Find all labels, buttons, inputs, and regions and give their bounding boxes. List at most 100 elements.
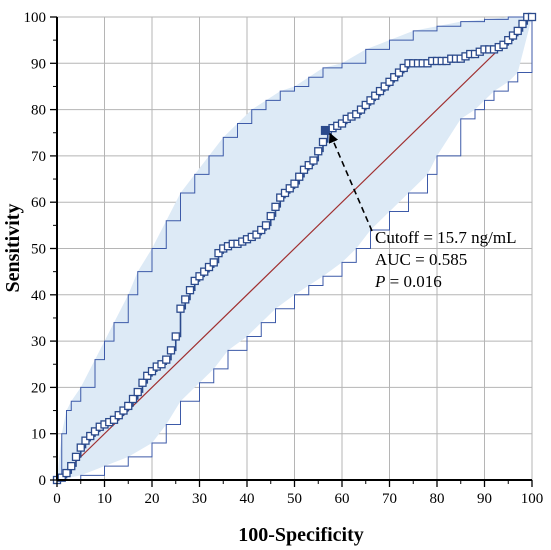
- roc-point: [513, 26, 522, 36]
- x-tick-label: 20: [145, 491, 160, 507]
- y-tick-label: 100: [24, 10, 47, 26]
- y-tick-label: 90: [31, 56, 46, 72]
- roc-point: [114, 411, 123, 420]
- x-tick-label: 90: [477, 491, 492, 507]
- annotation-p-rest: = 0.016: [385, 272, 441, 291]
- roc-point: [304, 161, 313, 170]
- roc-point: [62, 468, 71, 478]
- y-tick-label: 60: [31, 195, 46, 211]
- roc-point: [280, 188, 290, 198]
- roc-point: [266, 211, 275, 221]
- roc-point: [375, 86, 385, 96]
- roc-point: [366, 96, 375, 105]
- roc-point: [185, 286, 195, 295]
- x-tick-label: 50: [287, 491, 302, 507]
- roc-point: [295, 172, 304, 181]
- roc-point: [257, 225, 266, 235]
- roc-point: [252, 230, 261, 239]
- roc-point: [176, 304, 185, 313]
- roc-point: [261, 221, 271, 230]
- roc-point: [181, 295, 190, 304]
- ci-upper-line: [57, 16, 532, 481]
- x-tick-label: 40: [240, 491, 255, 507]
- annotation-p-value: P = 0.016: [374, 272, 442, 291]
- roc-point: [138, 378, 147, 387]
- roc-point: [57, 473, 66, 482]
- y-tick-label: 30: [31, 334, 46, 350]
- annotation-p-symbol: P: [374, 272, 385, 291]
- roc-point: [90, 427, 100, 436]
- roc-point: [276, 193, 285, 202]
- y-tick-label: 0: [39, 473, 47, 489]
- roc-point: [504, 36, 513, 45]
- roc-point: [81, 436, 90, 445]
- roc-point: [166, 346, 176, 355]
- roc-point: [143, 371, 152, 380]
- cutoff-point: [320, 125, 330, 135]
- roc-point: [209, 258, 218, 267]
- roc-point: [109, 415, 119, 424]
- roc-point: [124, 401, 133, 411]
- roc-point: [271, 202, 280, 211]
- annotation-cutoff: Cutoff = 15.7 ng/mL: [375, 228, 517, 247]
- x-tick-label: 60: [335, 491, 350, 507]
- roc-point: [162, 355, 171, 364]
- roc-point: [361, 100, 370, 110]
- y-tick-label: 70: [31, 149, 46, 165]
- roc-point: [299, 165, 309, 174]
- roc-point: [76, 443, 85, 452]
- roc-point: [318, 137, 328, 147]
- roc-point: [290, 179, 299, 188]
- roc-point: [285, 184, 294, 193]
- roc-point: [356, 105, 366, 114]
- roc-point: [394, 68, 404, 77]
- y-tick-label: 50: [31, 242, 46, 258]
- x-tick-label: 70: [382, 491, 397, 507]
- y-tick-label: 80: [31, 103, 46, 119]
- roc-point: [314, 147, 323, 156]
- annotation-auc: AUC = 0.585: [375, 250, 467, 269]
- y-axis-label: Sensitivity: [2, 204, 24, 293]
- roc-point: [71, 452, 81, 462]
- roc-point: [128, 394, 138, 404]
- roc-point: [204, 262, 214, 272]
- x-tick-label: 80: [430, 491, 445, 507]
- y-tick-label: 40: [31, 288, 46, 304]
- roc-point: [190, 276, 199, 286]
- roc-point: [385, 77, 394, 86]
- roc-point: [133, 387, 142, 397]
- roc-point: [214, 248, 223, 258]
- x-tick-label: 0: [53, 491, 61, 507]
- roc-point: [171, 332, 180, 341]
- y-tick-label: 20: [31, 380, 46, 396]
- roc-point: [119, 406, 128, 415]
- roc-point: [380, 82, 389, 91]
- roc-point: [200, 267, 209, 276]
- roc-point: [67, 461, 76, 471]
- annotation: Cutoff = 15.7 ng/mL AUC = 0.585 P = 0.01…: [328, 132, 517, 291]
- roc-point: [337, 119, 347, 128]
- roc-point: [309, 156, 318, 165]
- axes: 0 10 20 30 40 50 60 70 80 90 100 0 10 20 30 40 50 60 70 80 9…: [24, 10, 544, 507]
- x-tick-label: 30: [192, 491, 207, 507]
- ci-lower-line: [57, 17, 533, 481]
- roc-point: [157, 360, 166, 369]
- roc-point: [399, 63, 408, 73]
- cutoff-arrow: [328, 132, 373, 232]
- y-tick-label: 10: [31, 427, 46, 443]
- x-tick-label: 10: [97, 491, 112, 507]
- roc-point: [527, 12, 537, 22]
- roc-point: [499, 40, 508, 49]
- roc-point: [147, 367, 157, 376]
- roc-point: [195, 272, 204, 281]
- x-tick-label: 100: [521, 491, 544, 507]
- roc-point: [371, 91, 380, 100]
- roc-point: [86, 431, 95, 441]
- x-axis-label: 100-Specificity: [238, 524, 364, 546]
- roc-point: [518, 19, 527, 29]
- roc-curve: [52, 12, 537, 485]
- roc-point: [390, 73, 399, 82]
- roc-point: [508, 31, 518, 40]
- roc-point: [352, 110, 361, 119]
